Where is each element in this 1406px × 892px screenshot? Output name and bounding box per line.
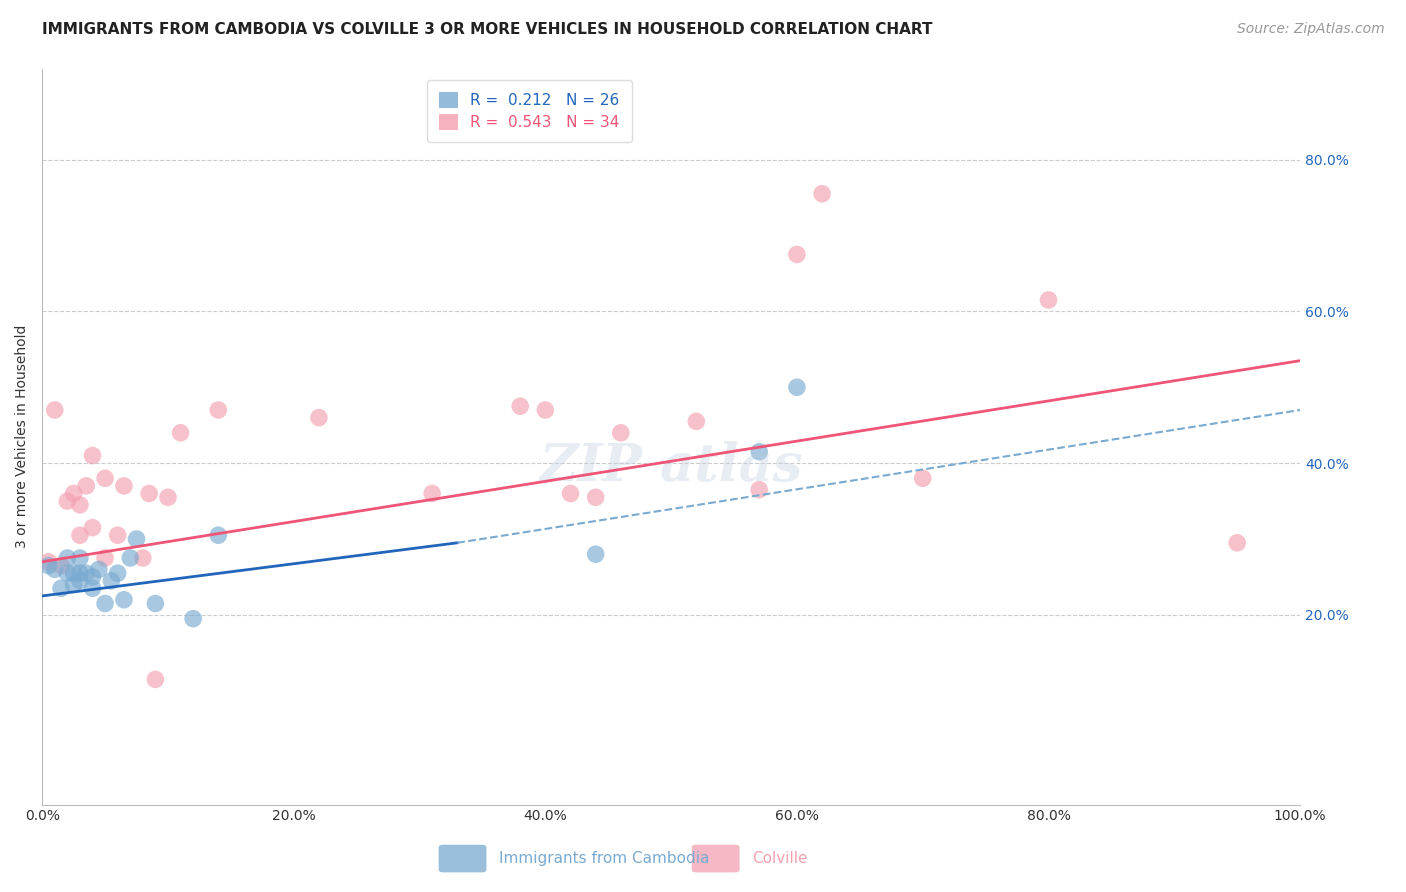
Point: [44, 562, 66, 576]
Point: [62, 566, 84, 581]
Point: [120, 551, 142, 566]
Point: [112, 479, 135, 493]
Point: [56, 551, 79, 566]
Point: [62, 577, 84, 591]
Point: [107, 566, 129, 581]
Point: [69, 498, 91, 512]
Point: [82, 521, 104, 535]
Point: [94, 471, 117, 485]
Legend: R =  0.212   N = 26, R =  0.543   N = 34: R = 0.212 N = 26, R = 0.543 N = 34: [427, 80, 631, 143]
Point: [94, 551, 117, 566]
Y-axis label: 3 or more Vehicles in Household: 3 or more Vehicles in Household: [15, 325, 30, 549]
Point: [69, 566, 91, 581]
Point: [181, 612, 204, 626]
Text: Colville: Colville: [752, 851, 807, 865]
Point: [420, 486, 443, 500]
Point: [610, 425, 633, 440]
Text: Immigrants from Cambodia: Immigrants from Cambodia: [499, 851, 710, 865]
Point: [509, 399, 531, 413]
Point: [145, 673, 167, 687]
Point: [145, 597, 167, 611]
Text: ZIP atlas: ZIP atlas: [540, 441, 803, 491]
Point: [534, 403, 557, 417]
Point: [94, 597, 117, 611]
Point: [87, 562, 110, 576]
Point: [125, 532, 148, 546]
Point: [107, 528, 129, 542]
Text: IMMIGRANTS FROM CAMBODIA VS COLVILLE 3 OR MORE VEHICLES IN HOUSEHOLD CORRELATION: IMMIGRANTS FROM CAMBODIA VS COLVILLE 3 O…: [42, 22, 932, 37]
Point: [75, 479, 97, 493]
Text: Source: ZipAtlas.com: Source: ZipAtlas.com: [1237, 22, 1385, 37]
Point: [49, 582, 72, 596]
Point: [585, 547, 607, 561]
Point: [82, 449, 104, 463]
Point: [112, 592, 135, 607]
Point: [169, 425, 191, 440]
Point: [82, 582, 104, 596]
Point: [82, 570, 104, 584]
Point: [585, 490, 607, 504]
Point: [685, 414, 707, 428]
Point: [560, 486, 582, 500]
Point: [748, 483, 770, 497]
Point: [132, 551, 155, 566]
Point: [56, 494, 79, 508]
Point: [207, 528, 229, 542]
Point: [786, 380, 808, 394]
Point: [69, 551, 91, 566]
Point: [37, 555, 59, 569]
Point: [786, 247, 808, 261]
Point: [811, 186, 834, 201]
Point: [207, 403, 229, 417]
Point: [156, 490, 179, 504]
Point: [56, 566, 79, 581]
Point: [911, 471, 934, 485]
Point: [138, 486, 160, 500]
Point: [75, 566, 97, 581]
Point: [44, 403, 66, 417]
Point: [69, 574, 91, 588]
Point: [69, 528, 91, 542]
Point: [62, 486, 84, 500]
Point: [37, 558, 59, 573]
Point: [1038, 293, 1060, 307]
Point: [748, 444, 770, 458]
Point: [49, 558, 72, 573]
Point: [1226, 536, 1249, 550]
Point: [308, 410, 330, 425]
Point: [100, 574, 122, 588]
